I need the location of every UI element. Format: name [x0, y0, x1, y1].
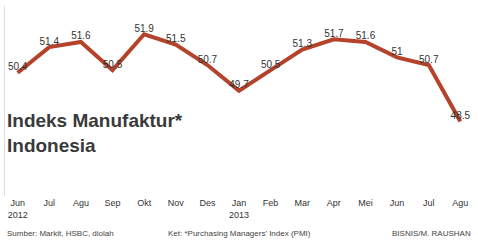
svg-text:51: 51: [392, 46, 404, 57]
svg-text:51.3: 51.3: [293, 38, 313, 49]
svg-text:Apr: Apr: [327, 198, 341, 208]
svg-text:48.5: 48.5: [451, 110, 471, 121]
svg-text:Jan2013: Jan2013: [229, 198, 249, 220]
svg-text:Sep: Sep: [105, 198, 121, 208]
svg-text:50.5: 50.5: [261, 59, 281, 70]
svg-text:Jul: Jul: [44, 198, 56, 208]
svg-text:50.5: 50.5: [103, 59, 123, 70]
svg-text:Indeks Manufaktur*Indonesia: Indeks Manufaktur*Indonesia: [7, 110, 183, 156]
svg-text:50.7: 50.7: [419, 54, 439, 65]
svg-text:51.9: 51.9: [134, 23, 154, 34]
svg-text:Ket: *Purchasing Managers' Ind: Ket: *Purchasing Managers' Index (PMI): [168, 229, 311, 238]
svg-text:Feb: Feb: [263, 198, 279, 208]
svg-text:51.4: 51.4: [40, 36, 60, 47]
svg-text:50.7: 50.7: [198, 54, 218, 65]
svg-text:51.7: 51.7: [324, 28, 344, 39]
svg-text:Nov: Nov: [168, 198, 185, 208]
svg-text:49.7: 49.7: [229, 79, 249, 90]
svg-text:Jul: Jul: [423, 198, 435, 208]
svg-text:51.6: 51.6: [71, 30, 91, 41]
svg-text:50.4: 50.4: [8, 61, 28, 72]
svg-text:Agu: Agu: [452, 198, 468, 208]
svg-text:Okt: Okt: [137, 198, 152, 208]
svg-text:51.6: 51.6: [356, 30, 376, 41]
svg-text:51.5: 51.5: [166, 33, 186, 44]
svg-text:BISNIS/M. RAUSHAN: BISNIS/M. RAUSHAN: [392, 229, 471, 238]
svg-text:Jun: Jun: [390, 198, 405, 208]
svg-text:Des: Des: [199, 198, 216, 208]
svg-text:Mar: Mar: [294, 198, 310, 208]
svg-text:Mei: Mei: [358, 198, 373, 208]
svg-text:Sumber: Markit, HSBC, diolah: Sumber: Markit, HSBC, diolah: [7, 229, 114, 238]
svg-text:Jun2012: Jun2012: [8, 198, 28, 220]
svg-text:Agu: Agu: [73, 198, 89, 208]
